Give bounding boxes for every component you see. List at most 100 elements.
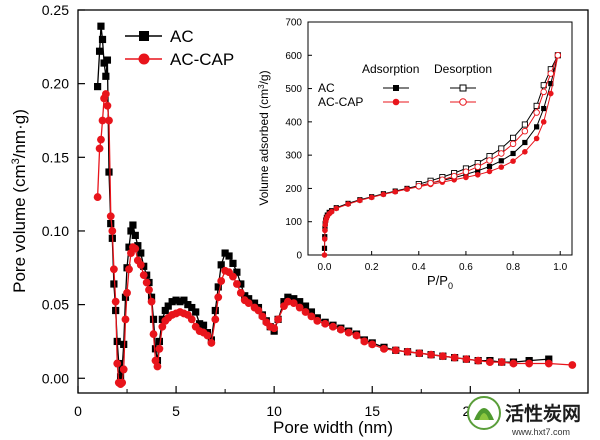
inset-point-ac-cap-desorption: [540, 88, 547, 96]
main-point-ac-cap: [391, 346, 400, 355]
legend-marker-ac: [139, 31, 149, 41]
main-point-ac-cap: [147, 297, 156, 306]
main-point-ac-cap: [214, 293, 223, 302]
main-series: [93, 22, 577, 389]
main-y-tick-label: 0.05: [42, 297, 69, 313]
inset-series: [321, 52, 562, 258]
inset-point-ac-cap-adsorption: [474, 171, 481, 178]
main-point-ac: [149, 315, 158, 323]
inset-legend-marker-accap-ads: [392, 98, 400, 106]
inset-point-ac-adsorption: [510, 150, 516, 157]
inset-legend-label-ac: AC: [318, 81, 335, 95]
inset-x-tick-label: 0.8: [506, 262, 520, 273]
main-point-ac: [131, 231, 139, 239]
inset-point-ac-cap-adsorption: [540, 119, 547, 125]
inset-x-axis-title: P/P0: [427, 273, 453, 291]
main-y-tick-label: 0.25: [42, 2, 69, 18]
inset-point-ac-cap-adsorption: [463, 174, 469, 181]
inset-point-ac-cap-desorption: [415, 182, 423, 190]
inset-point-ac-cap-adsorption: [392, 188, 399, 195]
main-point-ac: [241, 292, 249, 300]
inset-legend-header-adsorption: Adsorption: [362, 62, 419, 76]
main-point-ac-cap: [158, 322, 167, 331]
inset-point-ac-cap-desorption: [474, 163, 481, 171]
main-point-ac: [137, 249, 145, 257]
main-point-ac: [161, 306, 169, 315]
main-point-ac: [147, 293, 156, 301]
main-point-ac-cap: [307, 312, 316, 321]
inset-legend-label-ac-cap: AC-CAP: [318, 95, 363, 109]
main-point-ac-cap: [207, 339, 216, 347]
main-point-ac-cap: [101, 90, 110, 98]
main-point-ac-cap: [295, 303, 304, 312]
main-point-ac-cap: [229, 272, 237, 281]
main-point-ac: [237, 280, 245, 288]
inset-point-ac-cap-adsorption: [533, 135, 540, 142]
main-point-ac-cap: [301, 308, 310, 316]
main-point-ac: [221, 249, 229, 257]
main-point-ac-cap: [380, 344, 388, 353]
main-point-ac-cap: [450, 353, 459, 362]
main-point-ac: [211, 306, 219, 315]
main-point-ac-cap: [151, 356, 160, 365]
main-point-ac-cap: [95, 144, 104, 153]
main-point-ac-cap: [232, 280, 241, 288]
main-point-ac-cap: [497, 358, 506, 366]
inset-point-ac-cap-desorption: [498, 150, 505, 157]
inset-point-ac-cap-desorption: [554, 52, 562, 59]
main-point-ac: [120, 340, 128, 348]
main-point-ac-cap: [106, 212, 115, 221]
main-point-ac: [301, 302, 310, 310]
main-point-ac-cap: [360, 337, 369, 346]
main-point-ac-cap: [236, 288, 245, 297]
inset-point-ac-adsorption: [541, 105, 547, 112]
main-point-ac-cap: [142, 278, 151, 287]
main-point-ac-cap: [438, 352, 447, 361]
inset-x-tick-label: 1.0: [553, 262, 567, 273]
main-y-tick-label: 0.10: [42, 223, 69, 239]
inset-x-tick-label: 0.4: [412, 262, 426, 273]
main-point-ac: [151, 345, 160, 353]
main-point-ac-cap: [108, 227, 117, 235]
main-point-ac: [98, 35, 107, 44]
inset-point-ac-adsorption: [498, 158, 504, 164]
inset-point-ac-cap-adsorption: [510, 158, 516, 164]
main-point-ac-cap: [403, 347, 412, 356]
main-point-ac: [107, 219, 115, 228]
main-point-ac-cap: [123, 288, 131, 297]
inset-y-tick-label: 200: [285, 184, 302, 195]
inset-y-tick-label: 500: [285, 84, 302, 95]
main-point-ac-cap: [131, 244, 140, 253]
inset-point-ac-adsorption: [534, 124, 540, 130]
main-y-tick-label: 0.00: [42, 370, 69, 386]
main-point-ac-cap: [93, 193, 102, 201]
main-point-ac: [192, 308, 200, 316]
main-y-tick-label: 0.20: [42, 76, 69, 92]
inset-y-tick-label: 300: [285, 151, 302, 162]
main-point-ac: [296, 298, 304, 306]
main-point-ac: [188, 303, 196, 312]
main-legend: AC AC-CAP: [125, 27, 234, 69]
inset-point-ac-desorption: [510, 134, 517, 141]
watermark-url: www.hxt7.com: [511, 427, 570, 437]
main-point-ac: [229, 259, 237, 267]
inset-y-tick-label: 0: [296, 251, 302, 262]
main-point-ac-cap: [474, 356, 483, 365]
main-point-ac-cap: [336, 325, 345, 334]
inset-point-ac-cap-adsorption: [345, 201, 351, 207]
main-point-ac: [172, 296, 180, 304]
main-point-ac: [116, 373, 125, 381]
main-point-ac-cap: [544, 359, 553, 368]
main-x-tick-label: 5: [172, 403, 180, 419]
legend-label-ac: AC: [170, 27, 194, 46]
main-point-ac-cap: [415, 349, 424, 358]
main-point-ac-cap: [462, 355, 471, 364]
main-point-ac: [250, 299, 259, 307]
inset-background: [308, 22, 572, 255]
inset-x-tick-label: 0.6: [459, 262, 473, 273]
inset-point-ac-adsorption: [548, 80, 554, 87]
main-point-ac: [168, 298, 176, 306]
main-point-ac-cap: [217, 277, 226, 285]
main-x-tick-label: 0: [74, 403, 82, 419]
inset-point-ac-cap-adsorption: [547, 90, 554, 97]
